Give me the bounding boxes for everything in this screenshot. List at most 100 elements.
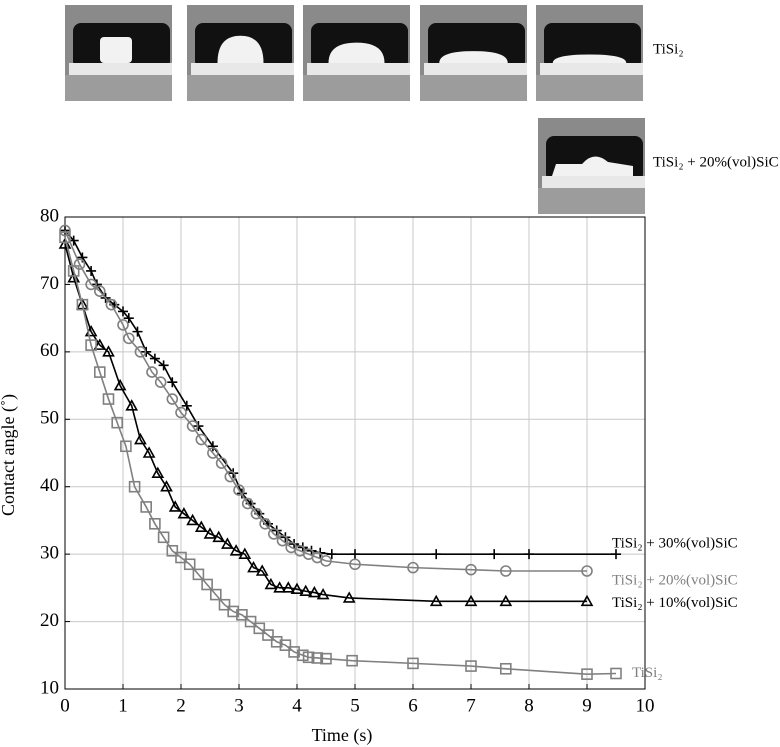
x-tick-label: 5 (350, 695, 360, 716)
data-point (218, 598, 231, 611)
photo-label: TiSi₂ (653, 41, 684, 57)
data-point (212, 530, 226, 543)
data-point (429, 594, 443, 607)
droplet (552, 156, 633, 176)
data-point (236, 609, 248, 621)
data-point (281, 581, 295, 593)
data-point (181, 400, 192, 411)
data-point (134, 432, 147, 445)
data-point (157, 531, 170, 544)
data-point (342, 591, 356, 603)
photo-base (536, 75, 643, 101)
data-point (141, 346, 152, 357)
data-point (431, 549, 442, 560)
data-point (302, 651, 315, 664)
grid: 0 1 2 3 4 5 6 7 8 9 10 10 20 30 40 50 60 70 80 (40, 205, 655, 716)
data-point (611, 549, 621, 560)
series-line (64, 237, 617, 675)
y-axis-label: Contact angle (˚) (0, 394, 19, 516)
data-point (227, 605, 239, 618)
data-point (279, 639, 292, 651)
data-point (59, 231, 71, 244)
data-point (207, 447, 219, 459)
data-point (238, 547, 252, 559)
x-tick-label: 1 (118, 695, 128, 716)
data-point (320, 555, 332, 567)
data-point (407, 561, 419, 574)
data-point (186, 513, 199, 526)
data-point (86, 265, 97, 276)
data-point (244, 615, 257, 628)
data-point (350, 549, 360, 560)
data-point (117, 319, 129, 331)
data-point (349, 558, 361, 571)
data-point (76, 298, 89, 310)
droplet (439, 51, 508, 63)
data-point (264, 577, 278, 590)
photo-strip (65, 5, 645, 214)
series-line (64, 230, 587, 572)
data-point (250, 507, 263, 520)
plot-area: TiSi₂ + 30%(vol)SiC TiSi₂ + 20%(vol)SiC Ti… (58, 224, 738, 681)
data-point (464, 594, 478, 607)
series-label: TiSi₂ + 20%(vol)SiC (612, 572, 738, 588)
photo-label: TiSi₂ + 20%(vol)SiC (653, 154, 779, 170)
data-point (224, 470, 237, 483)
x-tick-label: 4 (292, 695, 302, 716)
y-tick-label: 10 (40, 677, 59, 698)
data-point (102, 345, 115, 357)
data-point (229, 544, 243, 556)
data-point (311, 652, 324, 664)
data-point (85, 278, 97, 291)
data-point (146, 366, 158, 378)
data-point (465, 660, 477, 672)
data-point (267, 528, 280, 540)
data-point (186, 420, 199, 432)
plot-frame (64, 216, 646, 690)
data-point (140, 501, 152, 513)
data-point (262, 629, 274, 641)
y-tick-label: 40 (40, 475, 59, 496)
data-point (160, 480, 173, 492)
data-point (580, 594, 594, 607)
data-point (128, 480, 141, 493)
droplet (552, 54, 627, 63)
data-point (210, 588, 222, 601)
data-point (195, 433, 208, 446)
data-point (407, 657, 419, 670)
photo-base (187, 75, 294, 101)
data-point (158, 360, 169, 371)
data-point (166, 393, 179, 405)
data-point (233, 484, 245, 496)
data-point (94, 366, 106, 378)
droplet (100, 37, 132, 63)
data-point (192, 568, 205, 581)
data-point (316, 587, 330, 600)
data-point (120, 440, 132, 453)
y-tick-label: 30 (40, 543, 59, 564)
series-line (64, 229, 616, 555)
data-point (581, 668, 593, 680)
x-tick-label: 8 (524, 695, 534, 716)
x-tick-label: 0 (60, 695, 70, 716)
data-point (499, 565, 512, 577)
series-label: TiSi₂ + 30%(vol)SiC (612, 536, 738, 552)
data-point (241, 497, 254, 510)
y-tick-label: 70 (40, 273, 59, 294)
data-point (207, 441, 218, 452)
data-point (113, 378, 127, 391)
y-tick-label: 60 (40, 340, 59, 361)
series-label: TiSi₂ (632, 665, 663, 681)
photo-substrate (424, 63, 527, 75)
data-point (296, 649, 309, 662)
data-point (524, 549, 534, 560)
data-point (151, 466, 165, 479)
data-point (105, 298, 118, 311)
photo-substrate (69, 63, 172, 75)
data-point (499, 662, 512, 675)
data-point (67, 271, 81, 283)
x-tick-label: 9 (582, 695, 592, 716)
photo-substrate (540, 63, 643, 75)
data-point (290, 582, 304, 595)
